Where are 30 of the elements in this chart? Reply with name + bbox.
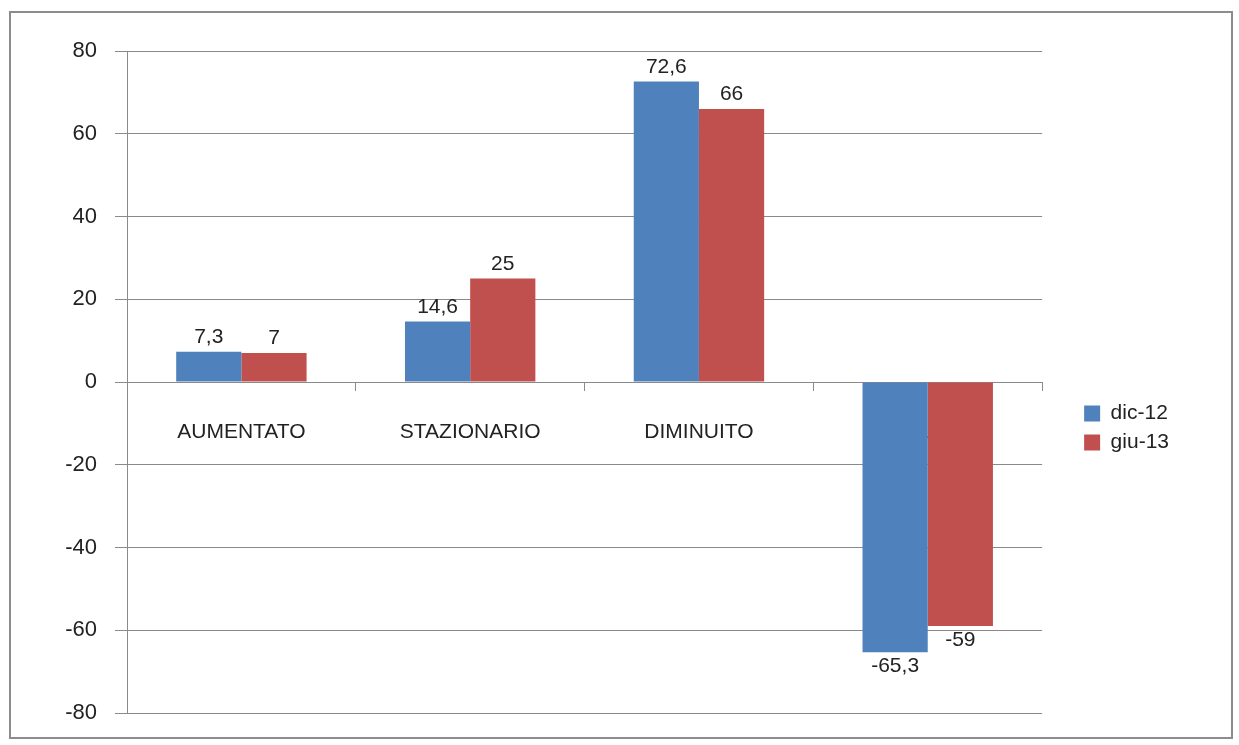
y-tick-label: 0 bbox=[84, 368, 97, 394]
bar bbox=[862, 382, 928, 653]
bar bbox=[176, 351, 242, 382]
y-tick-label: 20 bbox=[72, 285, 97, 311]
data-label: -65,3 bbox=[871, 653, 920, 677]
data-label: 72,6 bbox=[645, 53, 687, 77]
x-tick-label: AUMENTATO bbox=[177, 419, 306, 443]
data-label: 7 bbox=[268, 325, 280, 349]
bar bbox=[698, 108, 765, 382]
data-label: 7,3 bbox=[194, 324, 224, 348]
bar bbox=[927, 382, 993, 627]
legend-label: dic-12 bbox=[1110, 400, 1168, 424]
y-tick-label: 80 bbox=[72, 37, 97, 63]
data-label: 66 bbox=[719, 81, 744, 105]
data-label: 14,6 bbox=[417, 293, 459, 317]
bar bbox=[404, 321, 471, 382]
bar bbox=[470, 278, 536, 382]
x-tick-label: STAZIONARIO bbox=[399, 419, 541, 443]
legend-label: giu-13 bbox=[1110, 429, 1170, 453]
y-tick-label: -20 bbox=[65, 450, 97, 476]
data-label: 25 bbox=[491, 250, 515, 274]
data-label: -59 bbox=[945, 627, 976, 651]
y-tick-label: 40 bbox=[72, 202, 97, 228]
y-tick-label: 60 bbox=[72, 119, 97, 145]
y-tick-label: -40 bbox=[65, 533, 97, 559]
y-tick-label: -80 bbox=[65, 699, 97, 725]
y-tick-label: -60 bbox=[65, 616, 97, 642]
x-tick-label: DIMINUITO bbox=[644, 419, 754, 443]
bar bbox=[633, 81, 699, 382]
bar bbox=[241, 353, 307, 382]
